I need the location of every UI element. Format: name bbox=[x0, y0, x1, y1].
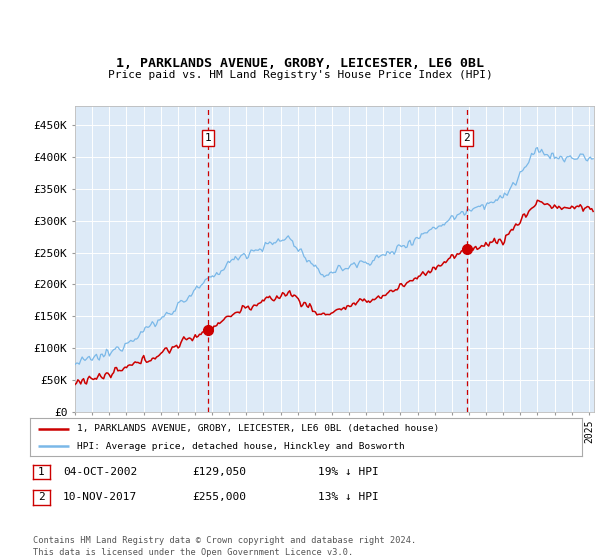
Text: 13% ↓ HPI: 13% ↓ HPI bbox=[318, 492, 379, 502]
Text: 04-OCT-2002: 04-OCT-2002 bbox=[63, 466, 137, 477]
Text: 2: 2 bbox=[38, 492, 45, 502]
Text: Price paid vs. HM Land Registry's House Price Index (HPI): Price paid vs. HM Land Registry's House … bbox=[107, 69, 493, 80]
Text: 10-NOV-2017: 10-NOV-2017 bbox=[63, 492, 137, 502]
Text: 1, PARKLANDS AVENUE, GROBY, LEICESTER, LE6 0BL: 1, PARKLANDS AVENUE, GROBY, LEICESTER, L… bbox=[116, 57, 484, 70]
Text: Contains HM Land Registry data © Crown copyright and database right 2024.
This d: Contains HM Land Registry data © Crown c… bbox=[33, 536, 416, 557]
Text: 19% ↓ HPI: 19% ↓ HPI bbox=[318, 466, 379, 477]
Text: 1: 1 bbox=[205, 133, 211, 143]
Text: £129,050: £129,050 bbox=[192, 466, 246, 477]
Text: 1, PARKLANDS AVENUE, GROBY, LEICESTER, LE6 0BL (detached house): 1, PARKLANDS AVENUE, GROBY, LEICESTER, L… bbox=[77, 424, 439, 433]
Text: HPI: Average price, detached house, Hinckley and Bosworth: HPI: Average price, detached house, Hinc… bbox=[77, 442, 404, 451]
Text: £255,000: £255,000 bbox=[192, 492, 246, 502]
Text: 2: 2 bbox=[463, 133, 470, 143]
Text: 1: 1 bbox=[38, 467, 45, 477]
